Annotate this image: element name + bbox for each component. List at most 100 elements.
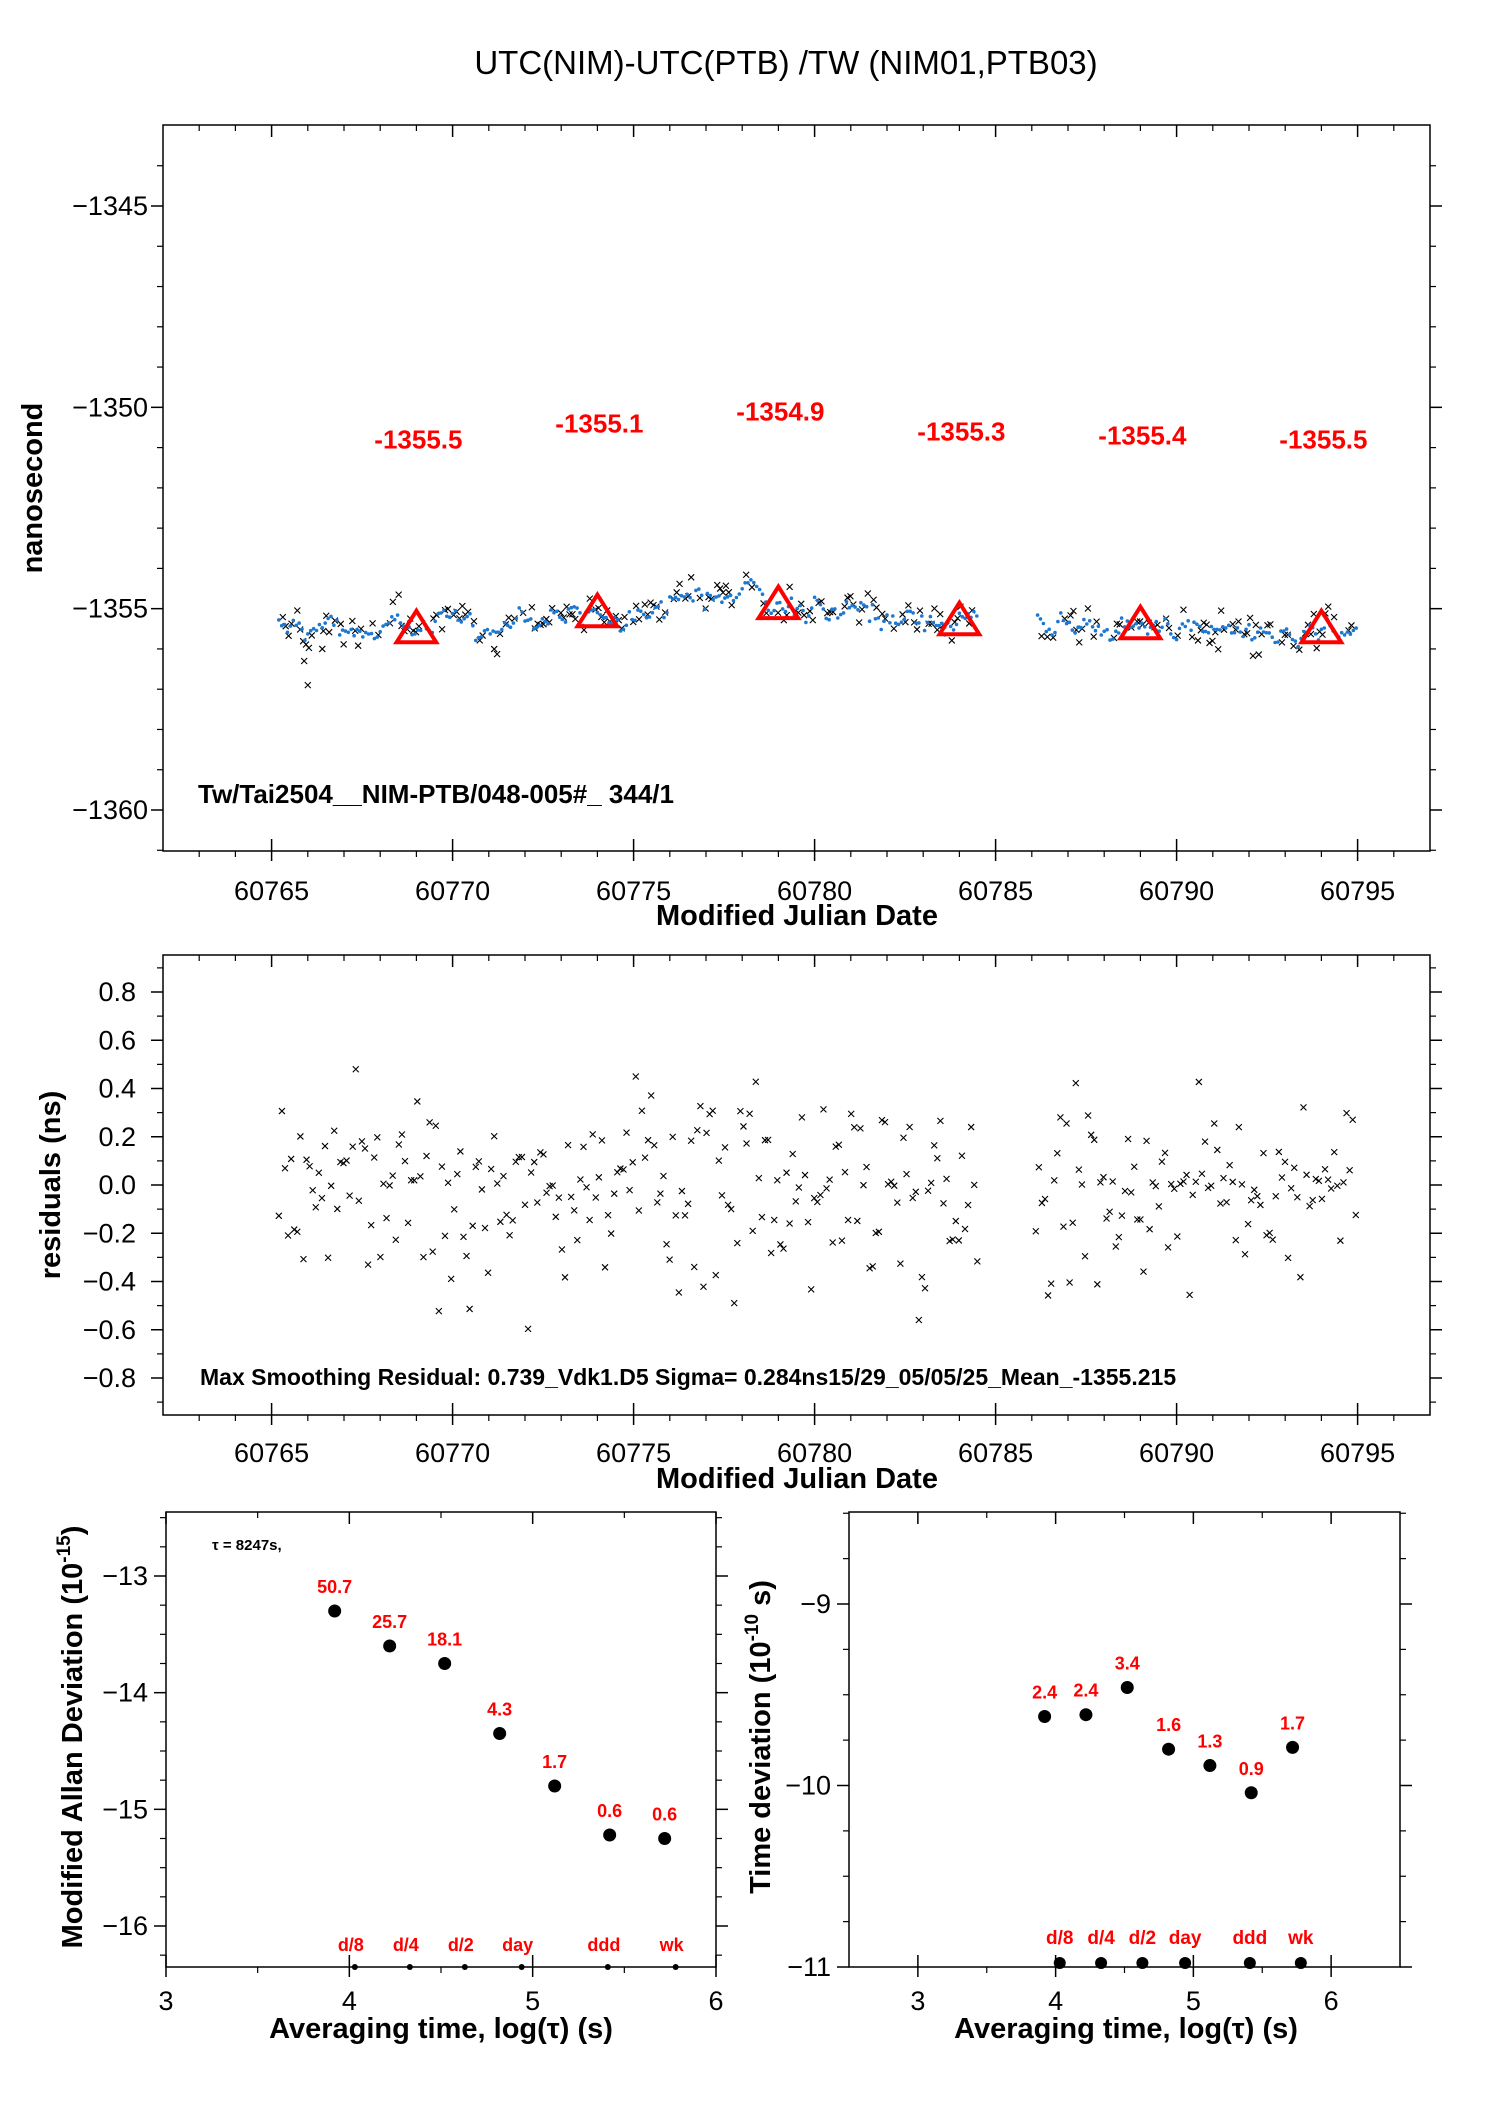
residual-x-marker: [484, 1269, 492, 1277]
mdev-x-axis-label: Averaging time, log(τ) (s): [269, 2013, 613, 2045]
blue-dot-marker: [621, 627, 626, 632]
blue-dot-marker: [888, 621, 892, 625]
mdev-value-label: 1.7: [542, 1752, 567, 1772]
blue-dot-marker: [279, 623, 284, 628]
residual-x-marker: [469, 1222, 477, 1230]
tdev-interval-dot: [1179, 1957, 1192, 1969]
blue-dot-marker: [1282, 629, 1286, 633]
blue-dot-marker: [1250, 637, 1254, 642]
black-x-marker: [458, 602, 466, 610]
blue-dot-marker: [728, 593, 733, 598]
residuals-note: Max Smoothing Residual: 0.739_Vdk1.D5 Si…: [200, 1364, 1176, 1390]
blue-dot-marker: [743, 581, 747, 585]
blue-dot-marker: [975, 614, 979, 618]
black-x-marker: [1188, 633, 1196, 641]
tdev-interval-markers: d/8 d/4 d/2 day ddd wk: [1046, 1928, 1314, 1969]
tdev-interval-dot: [1136, 1957, 1149, 1969]
blue-dot-marker: [873, 617, 878, 621]
blue-dot-marker: [795, 606, 799, 611]
blue-dot-marker: [1238, 630, 1243, 634]
residual-x-marker: [940, 1200, 947, 1207]
blue-dot-marker: [1125, 619, 1130, 623]
black-x-marker: [1324, 603, 1332, 611]
blue-dot-marker: [957, 611, 962, 615]
x-tick-label: 4: [342, 1986, 357, 2016]
blue-dot-marker: [1131, 624, 1135, 629]
residual-x-marker: [447, 1275, 455, 1283]
blue-dot-marker: [282, 622, 287, 627]
blue-dot-marker: [1200, 629, 1205, 633]
residual-x-marker: [795, 1184, 803, 1191]
residual-x-marker: [638, 1107, 646, 1115]
blue-dot-marker: [378, 629, 383, 634]
blue-dot-marker: [1258, 626, 1263, 630]
residual-x-marker: [318, 1194, 326, 1202]
residual-x-marker: [1260, 1149, 1267, 1157]
black-x-marker: [304, 681, 312, 689]
residual-x-marker: [1278, 1174, 1286, 1181]
residual-x-marker: [1173, 1233, 1181, 1240]
residual-x-marker: [576, 1176, 584, 1183]
blue-dot-marker: [725, 595, 730, 599]
blue-dot-marker: [381, 624, 385, 628]
residual-x-marker: [1161, 1149, 1169, 1157]
blue-dot-marker: [366, 632, 371, 636]
mdev-value-label: 0.6: [597, 1801, 622, 1821]
blue-dot-marker: [1087, 619, 1092, 623]
blue-dot-marker: [340, 628, 345, 632]
residual-x-marker: [675, 1289, 683, 1296]
blue-dot-marker: [1215, 627, 1219, 632]
residual-x-marker: [589, 1130, 597, 1138]
y-tick-label: −16: [102, 1911, 148, 1941]
mdev-interval-dot: [461, 1964, 468, 1970]
blue-dot-marker: [656, 604, 660, 609]
x-tick-label: 60790: [1139, 1438, 1214, 1468]
residual-x-marker: [309, 1186, 317, 1194]
y-tick-label: −1360: [72, 795, 148, 825]
blue-dot-marker: [818, 602, 823, 607]
residual-x-marker: [773, 1176, 781, 1184]
y-tick-label: −13: [102, 1561, 148, 1591]
blue-dot-marker: [1287, 632, 1292, 637]
blue-dot-marker: [1293, 639, 1298, 643]
residual-x-marker: [1195, 1078, 1203, 1086]
mdev-interval-label: ddd: [587, 1935, 620, 1955]
blue-dot-marker: [439, 611, 443, 615]
black-x-marker: [870, 596, 877, 604]
residual-x-marker: [401, 1157, 409, 1165]
black-x-marker: [1235, 618, 1242, 625]
residual-x-marker: [1232, 1236, 1240, 1244]
blue-dot-marker: [323, 621, 328, 625]
residual-x-marker: [844, 1216, 852, 1224]
residual-x-marker: [481, 1224, 489, 1232]
residual-x-marker: [1207, 1182, 1215, 1190]
tdev-value-label: 2.4: [1073, 1681, 1098, 1701]
blue-dot-marker: [288, 624, 293, 628]
blue-dot-marker: [390, 615, 394, 619]
blue-dot-marker: [1160, 625, 1164, 630]
blue-dot-marker: [1082, 617, 1086, 622]
residual-x-marker: [1312, 1175, 1320, 1183]
x-tick-label: 60795: [1320, 1438, 1395, 1468]
residual-x-marker: [496, 1218, 504, 1226]
blue-dot-marker: [659, 600, 663, 604]
blue-dot-marker: [807, 614, 811, 618]
tdev-point: [1286, 1740, 1300, 1754]
blue-dot-marker: [488, 632, 493, 636]
residual-x-marker: [407, 1176, 415, 1184]
residual-x-marker: [1272, 1192, 1280, 1200]
mdev-points: [328, 1604, 672, 1845]
triangle-value-label: -1355.3: [917, 416, 1005, 446]
residual-x-marker: [1133, 1216, 1141, 1223]
residual-x-marker: [426, 1118, 434, 1126]
residual-x-marker: [860, 1181, 867, 1189]
mdev-interval-label: d/2: [448, 1935, 474, 1955]
blue-dot-marker: [447, 615, 452, 619]
y-tick-label: 0.8: [98, 977, 136, 1007]
blue-dot-marker: [650, 610, 655, 615]
residual-x-marker: [1072, 1079, 1080, 1087]
residual-x-marker: [930, 1141, 938, 1149]
blue-dot-marker: [534, 626, 539, 630]
residual-x-marker: [918, 1273, 926, 1281]
